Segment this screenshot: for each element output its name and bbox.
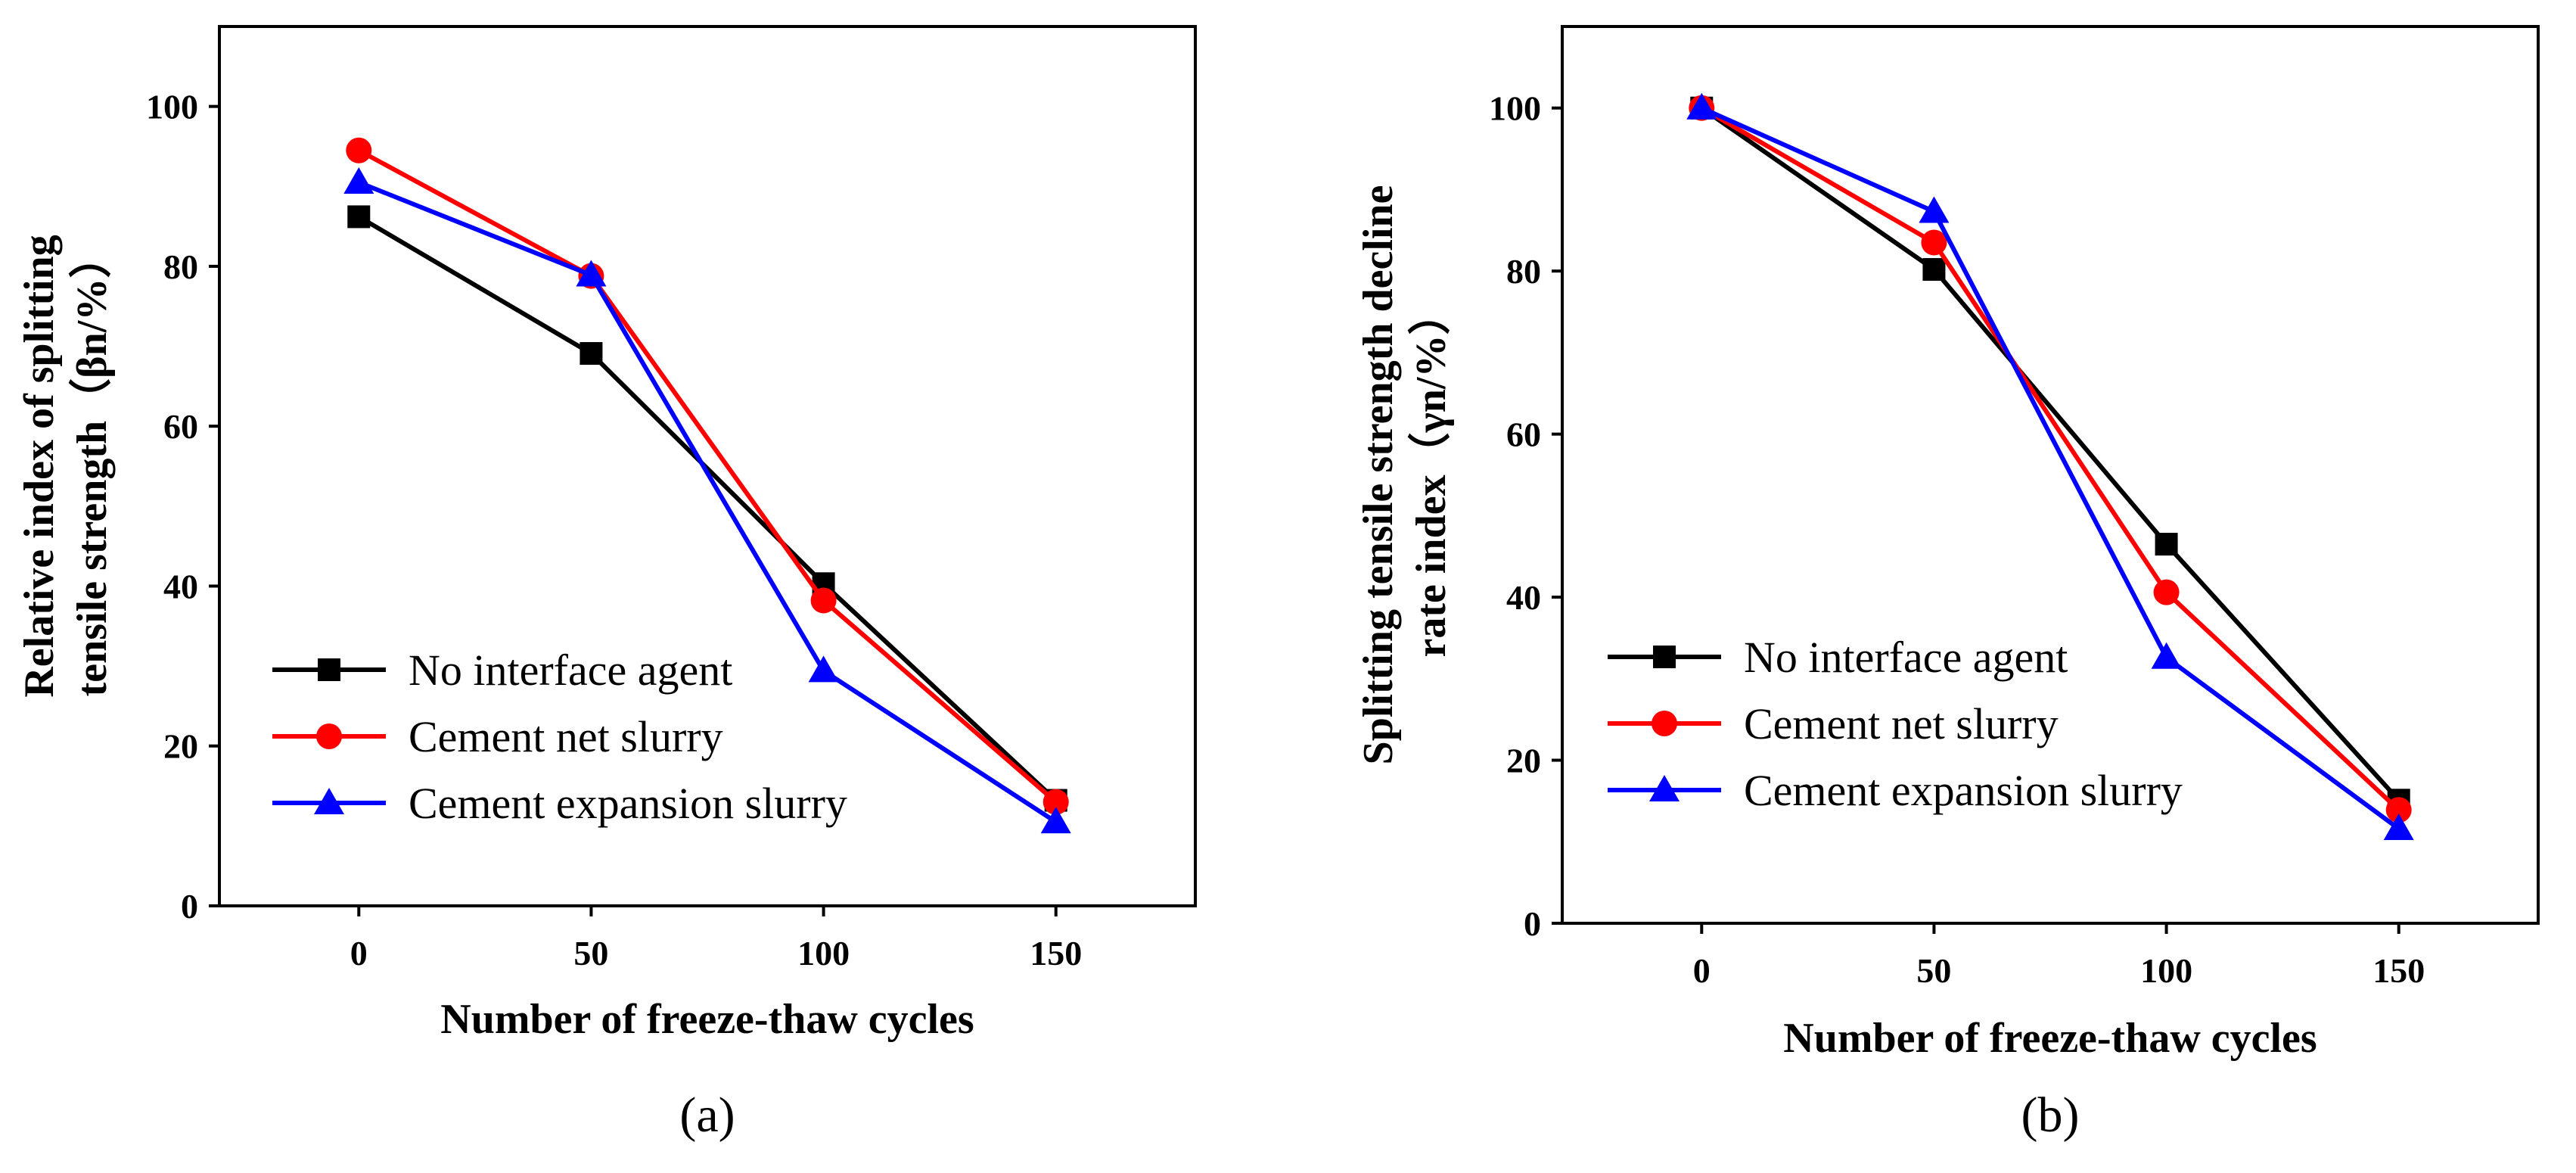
marker-square-2 bbox=[2155, 533, 2178, 556]
y-tick-label: 80 bbox=[163, 247, 198, 286]
y-tick-label: 40 bbox=[1506, 578, 1541, 617]
chart-panel-b: 0 20 40 60 80 100 0 50 100 150 Number of freeze-th… bbox=[1355, 25, 2540, 1143]
marker-triangle-1 bbox=[576, 260, 607, 287]
x-tick-label: 50 bbox=[573, 934, 608, 972]
marker-circle-2 bbox=[2153, 579, 2180, 605]
series-line bbox=[1700, 106, 2400, 812]
series-line bbox=[1700, 106, 2400, 802]
panel-label: (a) bbox=[679, 1087, 735, 1143]
x-tick-label: 0 bbox=[1693, 951, 1711, 990]
marker-circle-1 bbox=[1921, 229, 1947, 256]
legend-label: Cement net slurry bbox=[409, 712, 723, 761]
y-axis-title-line-2: tensile strength（βn/%） bbox=[68, 236, 116, 697]
marker-square-1 bbox=[580, 342, 603, 366]
series-line bbox=[358, 180, 1058, 824]
marker-triangle-legend-2 bbox=[314, 788, 344, 814]
marker-square-legend-0 bbox=[1653, 646, 1676, 668]
y-tick-label: 80 bbox=[1506, 252, 1541, 291]
y-axis-title-line-1: Relative index of splitting bbox=[16, 235, 63, 697]
y-tick-label: 60 bbox=[163, 407, 198, 446]
x-tick-label: 0 bbox=[350, 934, 368, 972]
legend: No interface agent Cement net slurry Cemen… bbox=[272, 646, 847, 828]
marker-circle-3 bbox=[1043, 789, 1069, 815]
marker-square-legend-0 bbox=[318, 658, 340, 681]
series-cement-net-slurry bbox=[346, 137, 1069, 815]
y-tick-label: 20 bbox=[163, 727, 198, 766]
marker-square-1 bbox=[1922, 258, 1946, 282]
y-tick-label: 100 bbox=[146, 88, 198, 126]
marker-triangle-3 bbox=[1040, 807, 1071, 834]
y-tick-label: 0 bbox=[1524, 904, 1541, 943]
y-tick-label: 20 bbox=[1506, 742, 1541, 780]
x-axis-title: Number of freeze-thaw cycles bbox=[1783, 1015, 2317, 1062]
legend-label: No interface agent bbox=[409, 646, 732, 695]
marker-circle-0 bbox=[346, 137, 372, 163]
series-line bbox=[1701, 105, 2400, 831]
marker-triangle-0 bbox=[1686, 92, 1717, 120]
legend-label: No interface agent bbox=[1744, 633, 2068, 682]
y-tick-label: 100 bbox=[1489, 89, 1541, 128]
series-cement-expansion-slurry bbox=[343, 166, 1071, 834]
marker-triangle-legend-2 bbox=[1649, 775, 1680, 801]
legend-label: Cement net slurry bbox=[1744, 699, 2059, 748]
marker-triangle-2 bbox=[2151, 642, 2182, 669]
x-tick-label: 50 bbox=[1916, 951, 1951, 990]
legend-label: Cement expansion slurry bbox=[1744, 766, 2183, 815]
y-tick-label: 40 bbox=[163, 567, 198, 605]
plot-frame bbox=[218, 25, 1197, 907]
marker-circle-2 bbox=[810, 587, 837, 614]
marker-triangle-3 bbox=[2383, 814, 2414, 841]
x-tick-label: 100 bbox=[2140, 951, 2192, 990]
y-axis-title-line-2: rate index（γn/%） bbox=[1407, 293, 1455, 658]
marker-triangle-2 bbox=[808, 655, 839, 683]
marker-circle-3 bbox=[2385, 797, 2412, 823]
x-tick-label: 150 bbox=[2372, 951, 2425, 990]
series-line bbox=[357, 148, 1058, 804]
marker-triangle-1 bbox=[1919, 196, 1950, 223]
series-cement-expansion-slurry bbox=[1686, 92, 2414, 841]
x-tick-label: 100 bbox=[797, 934, 850, 972]
y-axis-title-line-1: Splitting tensile strength decline bbox=[1355, 185, 1402, 765]
legend-label: Cement expansion slurry bbox=[409, 779, 847, 828]
chart-panel-a: 0 20 40 60 80 100 0 50 100 150 Number of freeze-th… bbox=[16, 25, 1197, 1143]
y-tick-label: 60 bbox=[1506, 415, 1541, 454]
x-tick-label: 150 bbox=[1030, 934, 1082, 972]
marker-circle-legend-1 bbox=[1652, 711, 1677, 736]
panel-label: (b) bbox=[2021, 1087, 2080, 1143]
marker-square-0 bbox=[347, 205, 371, 229]
legend: No interface agent Cement net slurry Cemen… bbox=[1608, 633, 2183, 815]
y-tick-label: 0 bbox=[181, 887, 198, 926]
marker-triangle-0 bbox=[343, 166, 374, 194]
series-cement-net-slurry bbox=[1689, 95, 2412, 823]
marker-circle-legend-1 bbox=[316, 723, 342, 749]
x-axis-title: Number of freeze-thaw cycles bbox=[440, 996, 974, 1043]
plot-frame bbox=[1561, 25, 2540, 925]
